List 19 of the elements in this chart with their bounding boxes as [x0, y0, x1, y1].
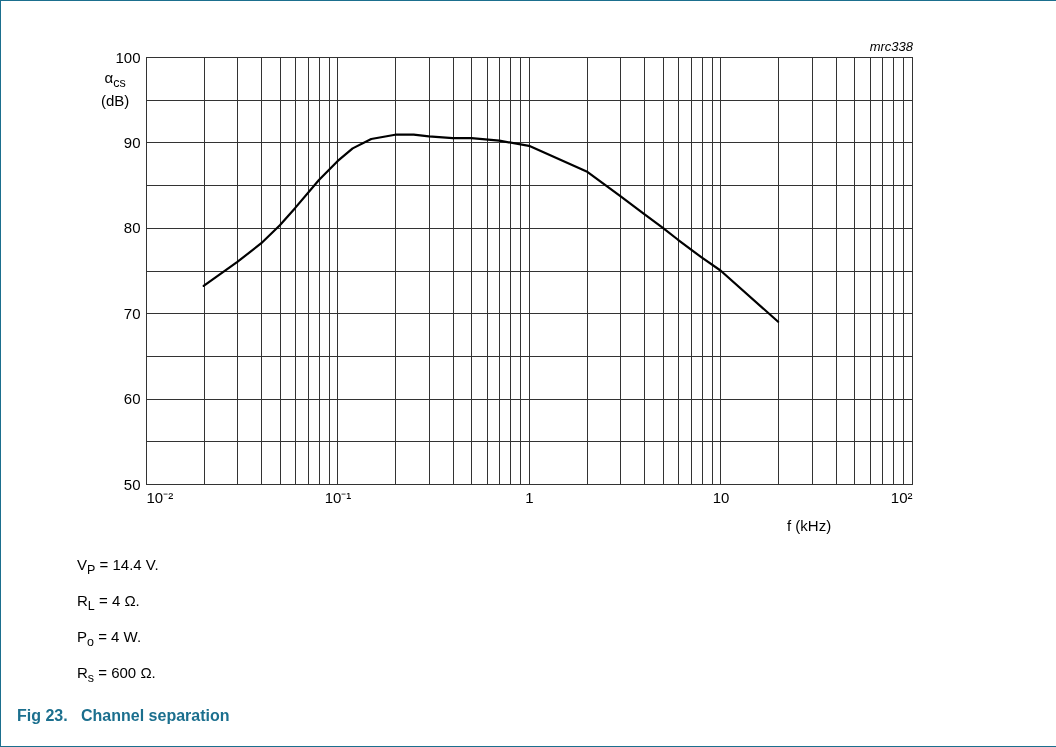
y-tick-label: 80 — [123, 219, 141, 237]
y-tick-label: 70 — [123, 304, 141, 322]
x-tick-label: 10 — [712, 488, 730, 506]
y-tick-label: 90 — [123, 133, 141, 151]
x-tick-label: 10⁻² — [146, 488, 174, 506]
text: Fig 23. Channel separation — [17, 707, 230, 725]
y-tick-label: 50 — [123, 475, 141, 493]
x-tick-label: 1 — [525, 488, 534, 506]
text: R$_{L}$ = 4 Ω. — [77, 592, 140, 613]
text: V$_{P}$ = 14.4 V. — [77, 556, 159, 577]
y-axis-title: α$_{cs}$ (dB) — [101, 69, 130, 109]
x-tick-label: 10⁻¹ — [324, 488, 352, 506]
text: R$_{s}$ = 600 Ω. — [77, 664, 156, 685]
text: mrc338 — [869, 39, 913, 54]
text: P$_{o}$ = 4 W. — [77, 628, 142, 649]
x-axis-title: f (kHz) — [787, 517, 832, 534]
x-tick-label: 10² — [890, 488, 913, 506]
y-tick-label: 60 — [123, 390, 141, 408]
y-tick-label: 100 — [115, 48, 141, 66]
